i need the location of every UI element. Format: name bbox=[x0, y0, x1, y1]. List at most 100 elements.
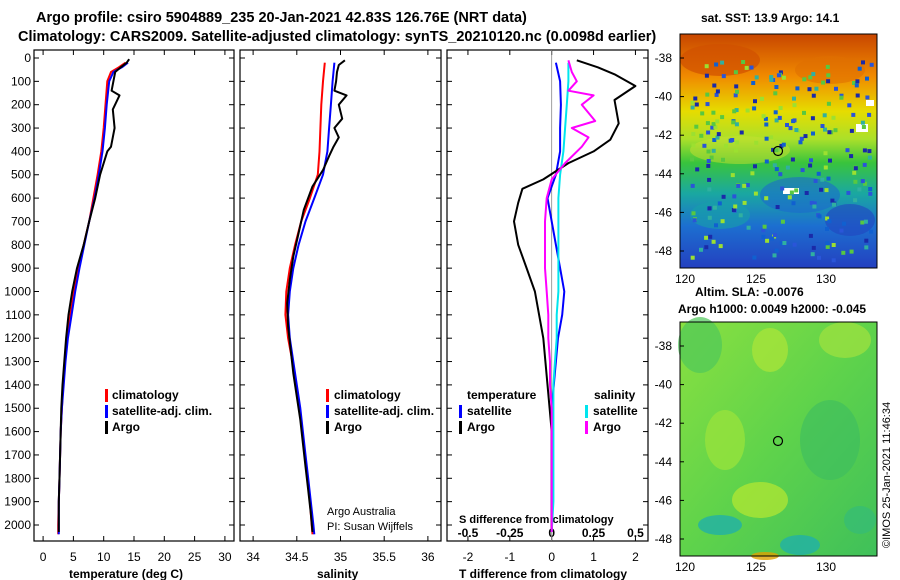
sst-speck bbox=[832, 202, 836, 207]
sst-speck bbox=[857, 66, 862, 71]
depth-tick-label: 100 bbox=[11, 74, 31, 88]
sst-speck bbox=[776, 73, 781, 78]
sst-speck bbox=[821, 80, 826, 85]
sst-speck bbox=[779, 143, 784, 148]
sst-speck bbox=[761, 234, 766, 239]
x-tick-label: 15 bbox=[127, 550, 141, 564]
sla-map-frame bbox=[679, 321, 878, 557]
sla-blotches bbox=[678, 317, 876, 560]
series-satellite-adj-clim- bbox=[57, 61, 129, 535]
sst-speck bbox=[822, 113, 827, 118]
sst-speck bbox=[691, 143, 696, 148]
sst-speck bbox=[704, 235, 709, 240]
sst-speck bbox=[691, 211, 696, 216]
depth-tick-label: 1200 bbox=[4, 331, 31, 345]
sst-speck bbox=[745, 108, 750, 113]
sst-speck bbox=[820, 177, 825, 182]
sst-speck bbox=[732, 109, 737, 114]
series-t-satellite bbox=[546, 62, 566, 532]
salinity-panel: Argo Australia PI: Susan Wijffels 34 34.5… bbox=[239, 49, 442, 564]
sst-speck bbox=[823, 127, 827, 132]
sst-speck bbox=[823, 165, 828, 170]
legend-label-satellite: satellite-adj. clim. bbox=[112, 404, 212, 418]
sst-speck bbox=[739, 130, 744, 135]
sst-speck bbox=[734, 84, 739, 89]
temperature-legend: climatology satellite-adj. clim. Argo bbox=[105, 388, 212, 434]
sst-speck bbox=[694, 124, 699, 129]
sst-speck bbox=[781, 75, 786, 80]
sst-speck bbox=[764, 122, 769, 127]
sst-speck bbox=[769, 135, 774, 140]
legend-swatch-t-satellite bbox=[459, 405, 462, 418]
sst-speck bbox=[734, 108, 739, 113]
sst-speck bbox=[774, 248, 779, 253]
s-tick-label: 0.5 bbox=[627, 526, 644, 540]
sst-speck bbox=[812, 204, 817, 209]
sst-speck bbox=[811, 93, 816, 98]
sst-speck bbox=[744, 65, 749, 70]
sst-speck bbox=[824, 188, 829, 193]
sst-speck bbox=[809, 200, 814, 205]
sst-speck bbox=[791, 201, 796, 206]
sst-speck bbox=[861, 125, 866, 129]
sst-speck bbox=[853, 198, 858, 203]
sst-speck bbox=[774, 85, 779, 89]
map-lat-label: -42 bbox=[655, 416, 673, 430]
legend-swatch-satellite bbox=[105, 405, 108, 418]
sst-speck bbox=[826, 176, 831, 181]
credit-pi: PI: Susan Wijffels bbox=[327, 521, 413, 533]
sst-speck bbox=[799, 136, 804, 141]
sst-speck bbox=[718, 244, 723, 249]
depth-tick-label: 400 bbox=[11, 144, 31, 158]
sst-speck bbox=[794, 128, 799, 132]
x-tick-label: 10 bbox=[97, 550, 111, 564]
sst-speck bbox=[802, 110, 806, 115]
sst-speck bbox=[800, 168, 805, 173]
sst-speck bbox=[782, 241, 787, 245]
sst-speck bbox=[778, 106, 783, 110]
sst-speck bbox=[845, 148, 850, 153]
t-diff-axis-label: T difference from climatology bbox=[459, 567, 627, 580]
legend-swatch-climatology bbox=[326, 389, 329, 402]
sst-speck bbox=[721, 157, 725, 162]
map-lat-label: -38 bbox=[655, 339, 673, 353]
sst-speck bbox=[706, 130, 711, 135]
depth-tick-label: 700 bbox=[11, 214, 31, 228]
sst-map-title: sat. SST: 13.9 Argo: 14.1 bbox=[701, 11, 840, 25]
sst-speck bbox=[857, 187, 862, 192]
sst-speck bbox=[734, 122, 739, 127]
sst-speck bbox=[792, 96, 796, 101]
depth-tick-label: 1700 bbox=[4, 448, 31, 462]
sst-speck bbox=[720, 115, 725, 120]
legend-label-t-argo: Argo bbox=[467, 420, 495, 434]
series-argo bbox=[286, 59, 348, 533]
sst-speck bbox=[714, 92, 719, 97]
sst-speck bbox=[852, 81, 856, 85]
sst-speck bbox=[825, 216, 830, 221]
depth-tick-label: 300 bbox=[11, 121, 31, 135]
difference-panel: S difference from climatology -2 -1 0 1 2 -0.… bbox=[446, 49, 649, 564]
sst-speck bbox=[717, 201, 722, 206]
sst-speck bbox=[731, 208, 736, 212]
legend-swatch-s-satellite bbox=[585, 405, 588, 418]
legend-swatch-satellite bbox=[326, 405, 329, 418]
sst-speck bbox=[764, 196, 769, 201]
sst-speck bbox=[849, 249, 854, 254]
sst-speck bbox=[707, 215, 712, 220]
depth-tick-label: 1500 bbox=[4, 401, 31, 415]
x-tick-label: -1 bbox=[504, 550, 515, 564]
depth-tick-label: 600 bbox=[11, 191, 31, 205]
sst-speck bbox=[715, 89, 720, 94]
sst-speck bbox=[825, 64, 830, 69]
sst-speck bbox=[711, 148, 716, 153]
sst-speck bbox=[715, 119, 720, 124]
map-lat-label: -44 bbox=[655, 455, 673, 469]
depth-tick-label: 1100 bbox=[5, 308, 31, 322]
s-diff-axis-label: S difference from climatology bbox=[459, 514, 615, 526]
sst-speck bbox=[751, 81, 756, 85]
x-tick-label: 35.5 bbox=[373, 550, 397, 564]
depth-tick-label: 200 bbox=[11, 98, 31, 112]
map-lon-label: 125 bbox=[746, 560, 766, 574]
sst-speck bbox=[707, 187, 712, 192]
